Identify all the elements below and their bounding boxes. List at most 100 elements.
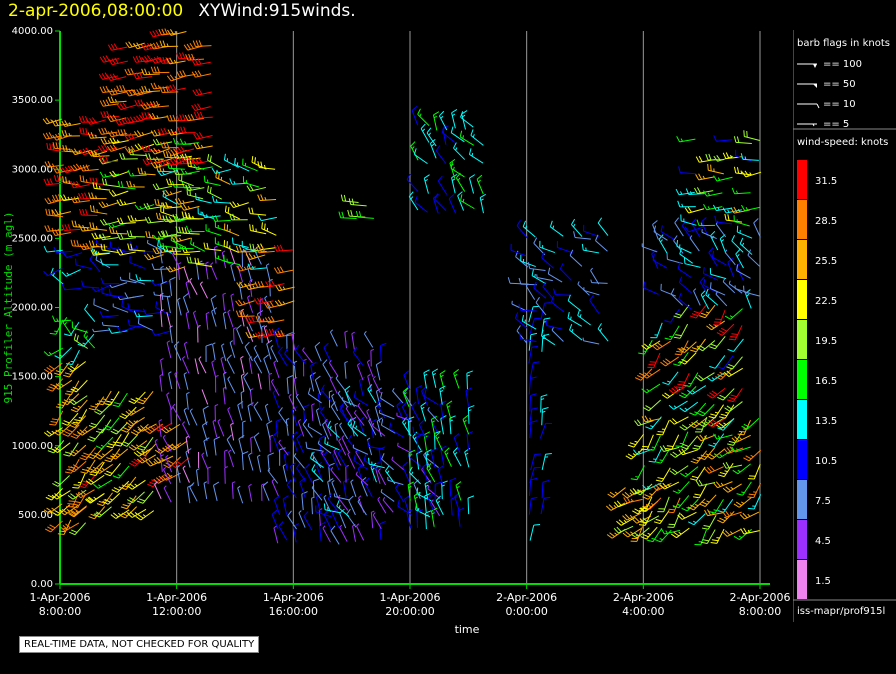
barb-feather bbox=[643, 281, 645, 288]
wind-barb bbox=[322, 359, 332, 379]
wind-barb bbox=[312, 478, 320, 498]
barb-feather bbox=[95, 182, 98, 189]
barb-feather bbox=[61, 271, 67, 277]
barb-feather bbox=[73, 196, 78, 203]
barb-staff bbox=[215, 177, 231, 185]
barb-staff bbox=[360, 481, 368, 497]
barb-feather bbox=[49, 178, 53, 185]
barb-feather bbox=[305, 441, 308, 449]
barb-feather bbox=[460, 194, 463, 201]
barb-feather bbox=[130, 68, 135, 75]
barb-half-feather bbox=[346, 390, 349, 394]
barb-feather bbox=[731, 333, 738, 335]
barb-feather bbox=[102, 218, 108, 225]
barb-feather bbox=[424, 492, 431, 497]
wind-barb bbox=[242, 176, 260, 188]
barb-feather bbox=[251, 207, 254, 215]
barb-feather bbox=[132, 56, 137, 63]
barb-half-feather bbox=[363, 330, 367, 335]
wind-barb bbox=[275, 284, 295, 292]
barb-feather bbox=[739, 514, 745, 520]
barb-feather bbox=[165, 230, 169, 237]
barb-staff bbox=[160, 359, 164, 376]
barb-staff bbox=[306, 447, 323, 452]
barb-staff bbox=[706, 529, 716, 544]
barb-feather bbox=[70, 182, 75, 189]
wind-barb bbox=[133, 310, 153, 318]
wind-barb bbox=[722, 483, 742, 493]
barb-feather bbox=[347, 209, 350, 217]
barb-half-feather bbox=[98, 484, 102, 488]
barb-feather bbox=[724, 407, 731, 412]
wind-barb bbox=[104, 463, 121, 477]
wind-barb bbox=[423, 390, 439, 405]
barb-staff bbox=[113, 190, 129, 197]
barb-feather bbox=[169, 159, 175, 165]
wind-barb bbox=[71, 493, 87, 509]
barb-feather bbox=[310, 452, 313, 459]
barb-feather bbox=[648, 460, 656, 463]
barb-feather bbox=[103, 111, 107, 118]
barb-feather bbox=[257, 281, 262, 288]
barb-feather bbox=[162, 57, 166, 64]
barb-feather bbox=[672, 468, 678, 474]
barb-feather bbox=[569, 323, 573, 331]
barb-feather bbox=[597, 323, 602, 330]
barb-staff bbox=[435, 150, 447, 164]
wind-barb bbox=[695, 173, 715, 181]
barb-half-feather bbox=[355, 471, 358, 475]
wind-barb bbox=[286, 479, 297, 499]
wind-barb bbox=[707, 417, 726, 428]
wind-barb bbox=[708, 433, 725, 448]
wind-barb bbox=[376, 398, 386, 419]
barb-feather bbox=[88, 478, 94, 484]
barb-feather bbox=[80, 471, 87, 474]
barb-half-feather bbox=[590, 267, 593, 271]
barb-feather bbox=[90, 150, 94, 157]
barb-feather bbox=[701, 527, 709, 530]
barb-feather bbox=[211, 195, 215, 203]
barb-feather bbox=[248, 207, 251, 214]
barb-feather bbox=[689, 412, 696, 416]
barb-feather bbox=[96, 408, 103, 413]
barb-feather bbox=[76, 240, 80, 247]
wind-barb bbox=[253, 354, 263, 374]
barb-feather bbox=[70, 493, 76, 498]
barb-staff bbox=[354, 412, 365, 426]
barb-feather bbox=[143, 103, 148, 109]
barb-staff bbox=[278, 442, 289, 456]
barb-feather bbox=[90, 405, 97, 408]
barb-half-feather bbox=[250, 388, 254, 391]
wind-barb bbox=[231, 481, 236, 499]
barb-staff bbox=[653, 352, 661, 369]
barb-feather bbox=[177, 126, 181, 133]
barb-feather bbox=[162, 215, 166, 222]
barb-feather bbox=[336, 500, 340, 507]
barb-staff bbox=[375, 391, 381, 407]
barb-feather bbox=[262, 481, 269, 487]
wind-barb bbox=[583, 287, 600, 296]
wind-barb bbox=[175, 226, 194, 235]
wind-barb bbox=[66, 349, 80, 365]
barb-feather bbox=[52, 167, 58, 174]
barb-feather bbox=[101, 73, 106, 80]
barb-feather bbox=[190, 237, 193, 245]
wind-barb bbox=[128, 440, 148, 451]
barb-staff bbox=[261, 228, 277, 236]
barb-half-feather bbox=[355, 425, 358, 429]
barb-feather bbox=[53, 174, 57, 182]
barb-feather bbox=[59, 510, 66, 516]
barb-half-feather bbox=[188, 214, 191, 219]
barb-half-feather bbox=[205, 311, 210, 315]
barb-feather bbox=[69, 531, 76, 536]
barb-feather bbox=[711, 390, 718, 395]
wind-barb bbox=[257, 194, 277, 202]
barb-feather bbox=[597, 217, 603, 224]
wind-barb bbox=[695, 155, 716, 163]
wind-barb bbox=[52, 142, 71, 150]
barb-feather bbox=[322, 359, 328, 365]
wind-barb bbox=[465, 387, 472, 407]
barb-feather bbox=[152, 139, 157, 146]
wind-barb bbox=[210, 262, 218, 280]
barb-staff bbox=[182, 297, 190, 313]
